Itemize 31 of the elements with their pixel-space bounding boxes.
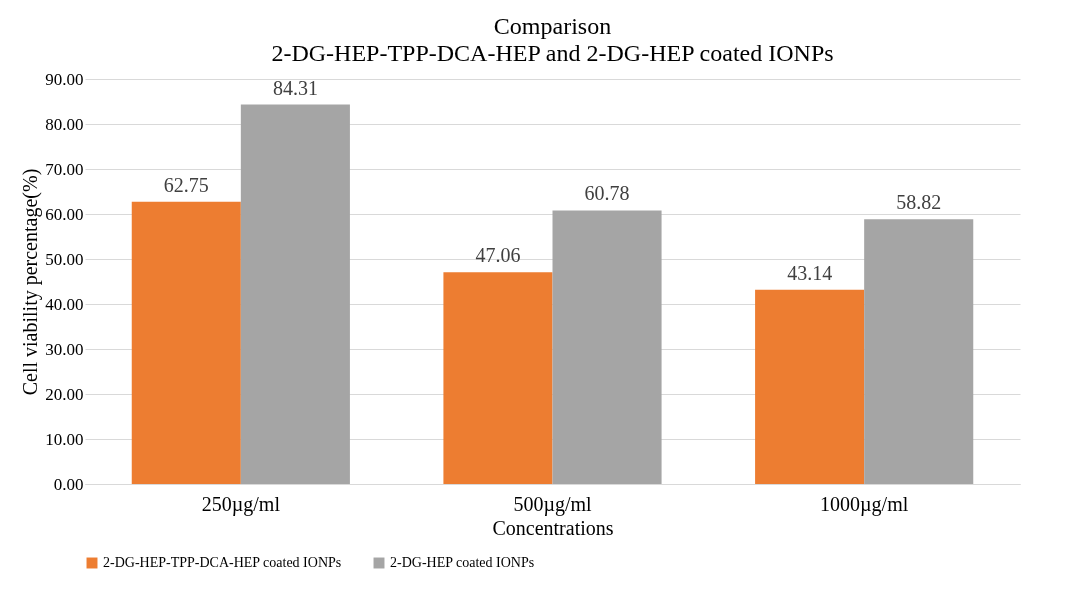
data-label: 60.78: [584, 182, 630, 205]
x-axis-title: Concentrations: [492, 516, 614, 539]
chart-subtitle: 2-DG-HEP-TPP-DCA-HEP and 2-DG-HEP coated IONPs: [271, 40, 834, 66]
data-label: 62.75: [163, 173, 209, 196]
chart-title: Comparison: [493, 13, 612, 39]
y-tick-label: 40.00: [45, 294, 84, 314]
x-tick-label: 500µg/ml: [513, 492, 593, 516]
legend-label: 2-DG-HEP-TPP-DCA-HEP coated IONPs: [103, 555, 342, 570]
bar: [131, 201, 241, 484]
legend-label: 2-DG-HEP coated IONPs: [390, 555, 535, 570]
x-tick-label: 250µg/ml: [201, 492, 281, 516]
y-tick-label: 60.00: [45, 204, 84, 224]
y-tick-label: 90.00: [45, 69, 84, 89]
data-label: 84.31: [272, 76, 318, 99]
bar: [240, 104, 350, 484]
data-label: 47.06: [475, 244, 521, 267]
y-tick-label: 50.00: [45, 249, 84, 269]
x-tick-label: 1000µg/ml: [820, 492, 909, 516]
y-tick-label: 70.00: [45, 159, 84, 179]
bar: [864, 219, 974, 484]
data-label: 43.14: [787, 261, 833, 284]
data-label: 58.82: [896, 191, 942, 214]
bar: [552, 210, 662, 484]
bar: [443, 272, 553, 484]
y-tick-label: 0.00: [53, 474, 84, 494]
y-tick-label: 30.00: [45, 339, 84, 359]
y-tick-label: 10.00: [45, 429, 84, 449]
y-axis-title: Cell viability percentage(%): [19, 168, 43, 396]
y-tick-label: 80.00: [45, 114, 84, 134]
bar: [755, 289, 865, 484]
y-tick-label: 20.00: [45, 384, 84, 404]
